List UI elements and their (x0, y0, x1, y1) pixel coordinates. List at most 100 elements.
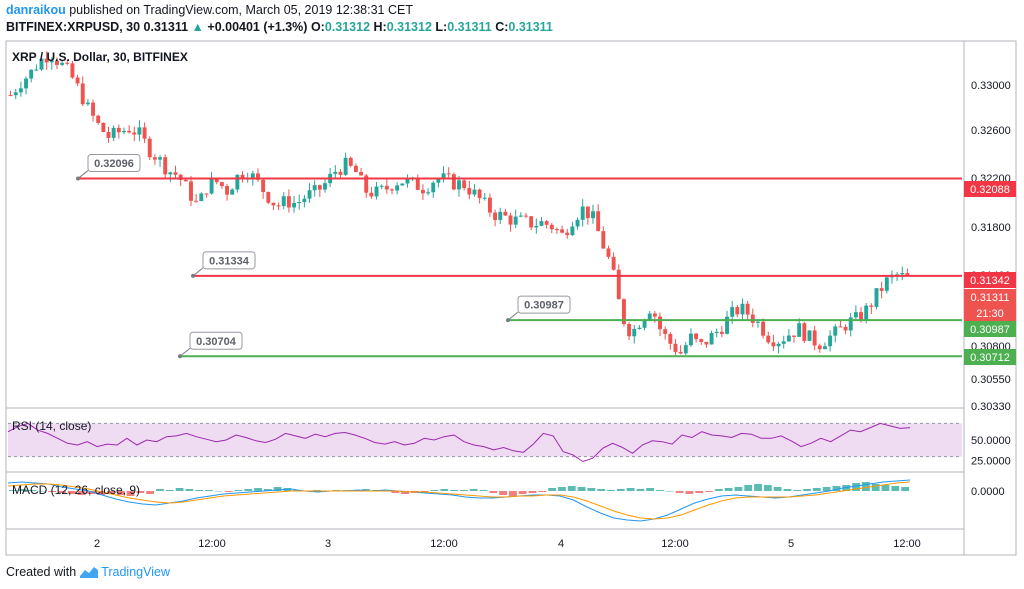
time-axis-tick-label: 12:00 (198, 538, 226, 550)
candle-body (220, 182, 224, 186)
candle-body (715, 332, 719, 333)
price-axis-tick-label: 0.33000 (971, 80, 1011, 92)
candle-body (76, 78, 80, 84)
candle-body (333, 172, 337, 174)
macd-histogram-bar (225, 491, 233, 492)
candle-body (447, 173, 451, 174)
macd-histogram-bar (578, 487, 586, 491)
macd-histogram-bar (725, 488, 733, 491)
candle-body (591, 211, 595, 218)
candle-body (607, 248, 611, 256)
candle-body (478, 190, 482, 198)
macd-histogram-bar (774, 487, 782, 491)
macd-histogram-bar (715, 489, 723, 491)
candle-body (524, 216, 528, 217)
candle-body (730, 307, 734, 317)
candle-body (493, 213, 497, 220)
price-tag-label: 0.31342 (970, 275, 1010, 287)
candle-body (689, 334, 693, 346)
candle-body (344, 158, 348, 175)
candle-body (143, 127, 147, 138)
candle-body (29, 70, 33, 79)
candle-body (230, 190, 234, 195)
macd-histogram-bar (538, 491, 546, 492)
macd-histogram-bar (627, 488, 635, 491)
chart-area[interactable]: 0.32096 0.31334 0.30987 0.30704 0.33000 0.32… (0, 0, 1024, 560)
candle-body (122, 131, 126, 132)
price-axis-tick-label: 0.30330 (971, 401, 1011, 413)
candle-body (699, 339, 703, 342)
candle-body (380, 186, 384, 187)
tradingview-brand-link[interactable]: TradingView (101, 565, 170, 579)
rsi-label: RSI (14, close) (12, 419, 91, 433)
candle-body (797, 323, 801, 337)
macd-histogram-bar (146, 491, 154, 494)
candle-body (426, 192, 430, 193)
candle-body (782, 341, 786, 344)
macd-histogram-bar (529, 491, 537, 493)
footer: Created with TradingView (6, 565, 170, 579)
candle-body (184, 180, 188, 181)
candle-body (86, 103, 90, 105)
candle-body (540, 221, 544, 226)
candle-body (648, 314, 652, 320)
macd-histogram-bar (686, 491, 694, 494)
macd-histogram-bar (254, 488, 262, 491)
macd-histogram-bar (735, 487, 743, 491)
candles-layer (9, 51, 910, 355)
candle-body (756, 322, 760, 323)
candle-body (132, 132, 136, 134)
candle-body (581, 206, 585, 219)
macd-histogram-bar (480, 490, 488, 491)
price-pane-frame (6, 41, 964, 408)
candle-body (596, 211, 600, 231)
level-callout-label: 0.30987 (524, 300, 564, 312)
callout-leader (180, 348, 190, 356)
candle-body (400, 184, 404, 186)
macd-histogram-bar (764, 485, 772, 491)
macd-histogram-bar (784, 489, 792, 491)
candle-body (632, 329, 636, 336)
candle-body (127, 131, 131, 133)
candle-body (174, 172, 178, 174)
candle-body (9, 95, 13, 96)
candle-body (586, 206, 590, 218)
candle-body (261, 180, 265, 192)
macd-histogram-bar (872, 484, 880, 491)
candle-body (277, 205, 281, 206)
macd-histogram-bar (244, 489, 252, 491)
candle-body (746, 304, 750, 315)
candle-body (107, 132, 111, 138)
macd-histogram-bar (587, 488, 595, 491)
callout-leader (508, 312, 518, 320)
macd-histogram-bar (607, 490, 615, 491)
callout-leader (193, 268, 203, 276)
candle-body (674, 344, 678, 352)
price-axis-tick-label: 0.31800 (971, 222, 1011, 234)
candle-body (271, 203, 275, 206)
rsi-band-fill (8, 423, 962, 456)
candle-body (313, 185, 317, 190)
candle-body (751, 315, 755, 323)
candle-body (338, 172, 342, 175)
candle-body (761, 322, 765, 336)
candle-body (668, 334, 672, 344)
candle-body (880, 288, 884, 291)
candle-body (395, 185, 399, 190)
macd-histogram-bar (803, 489, 811, 491)
macd-histogram-bar (558, 487, 566, 491)
candle-body (519, 216, 523, 217)
candle-body (653, 314, 657, 317)
macd-histogram-bar (636, 489, 644, 491)
candle-body (869, 306, 873, 307)
macd-histogram-bar (185, 489, 193, 491)
candle-body (235, 175, 239, 190)
candle-body (828, 336, 832, 347)
candle-body (509, 215, 513, 224)
candle-body (153, 157, 157, 159)
macd-histogram-bar (568, 486, 576, 491)
candle-body (545, 221, 549, 225)
candle-body (694, 334, 698, 339)
macd-histogram-bar (597, 489, 605, 491)
candle-body (199, 193, 203, 201)
